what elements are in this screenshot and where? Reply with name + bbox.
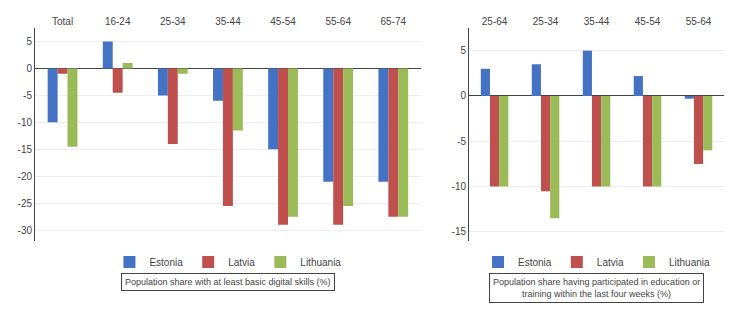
svg-text:-20: -20 [18, 171, 33, 182]
svg-text:5: 5 [26, 36, 32, 47]
svg-text:Total: Total [52, 16, 73, 27]
svg-text:0: 0 [461, 90, 467, 101]
svg-text:Lithuania: Lithuania [669, 257, 710, 268]
svg-text:Population share with at least: Population share with at least basic dig… [125, 277, 331, 287]
svg-text:16-24: 16-24 [105, 16, 131, 27]
svg-text:-15: -15 [452, 226, 467, 237]
svg-text:Lithuania: Lithuania [300, 257, 341, 268]
svg-text:0: 0 [26, 63, 32, 74]
svg-text:-25: -25 [18, 198, 33, 209]
svg-text:Estonia: Estonia [518, 257, 552, 268]
svg-text:-10: -10 [18, 117, 33, 128]
svg-text:-15: -15 [18, 144, 33, 155]
svg-text:25-34: 25-34 [533, 16, 559, 27]
svg-text:55-64: 55-64 [686, 16, 712, 27]
svg-text:45-54: 45-54 [270, 16, 296, 27]
svg-text:45-54: 45-54 [635, 16, 661, 27]
svg-text:Latvia: Latvia [597, 257, 624, 268]
svg-text:25-64: 25-64 [482, 16, 508, 27]
svg-text:-5: -5 [23, 90, 32, 101]
svg-text:Estonia: Estonia [149, 257, 183, 268]
svg-text:-30: -30 [18, 225, 33, 236]
svg-text:35-44: 35-44 [584, 16, 610, 27]
svg-text:-5: -5 [457, 136, 466, 147]
svg-text:55-64: 55-64 [325, 16, 351, 27]
svg-text:Population share having partic: Population share having participated in … [493, 277, 700, 299]
svg-text:Latvia: Latvia [228, 257, 255, 268]
svg-text:5: 5 [461, 45, 467, 56]
svg-text:25-34: 25-34 [160, 16, 186, 27]
svg-text:-10: -10 [452, 181, 467, 192]
svg-text:35-44: 35-44 [215, 16, 241, 27]
svg-text:65-74: 65-74 [380, 16, 406, 27]
